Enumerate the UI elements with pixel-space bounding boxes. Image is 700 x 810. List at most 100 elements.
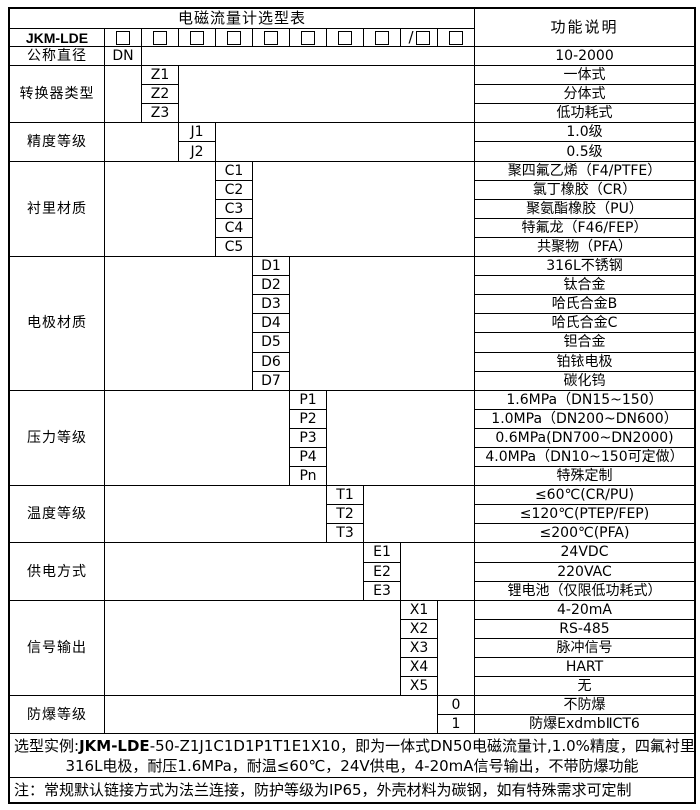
table-title: 电磁流量计选型表	[10, 9, 475, 29]
empty-cell	[142, 47, 475, 67]
empty-cell	[105, 696, 438, 735]
example-prefix: 选型实例:	[14, 736, 80, 755]
option-description: 1.0级	[475, 123, 694, 143]
empty-cell	[438, 600, 475, 697]
model-checkbox-cell[interactable]	[105, 29, 142, 47]
model-checkbox-cell[interactable]	[179, 29, 216, 47]
empty-cell	[105, 486, 327, 544]
option-code: P3	[290, 428, 327, 448]
option-description: ≤120℃(PTEP/FEP)	[475, 505, 694, 525]
model-checkbox-cell[interactable]	[327, 29, 364, 47]
option-code: P4	[290, 447, 327, 468]
model-checkbox-cell[interactable]	[438, 29, 475, 47]
option-code: T3	[327, 524, 364, 544]
option-description: 220VAC	[475, 563, 694, 582]
checkbox-icon[interactable]	[415, 30, 430, 45]
option-description: 哈氏合金B	[475, 295, 694, 315]
option-description: 钛合金	[475, 276, 694, 296]
option-description: 防爆ExdmbⅡCT6	[475, 715, 694, 735]
checkbox-icon[interactable]	[338, 30, 352, 45]
option-code: X4	[401, 658, 438, 678]
section-label: 精度等级	[10, 123, 105, 162]
empty-cell	[364, 486, 475, 544]
checkbox-icon[interactable]	[116, 30, 130, 45]
section-label: 压力等级	[10, 390, 105, 487]
checkbox-icon[interactable]	[190, 30, 204, 45]
option-description: 铂铱电极	[475, 353, 694, 372]
option-code: J2	[179, 142, 216, 162]
option-description: 锂电池（仅限低功耗式）	[475, 582, 694, 601]
checkbox-icon[interactable]	[264, 30, 278, 45]
option-code: D3	[253, 295, 290, 315]
empty-cell	[105, 161, 216, 258]
option-code: E3	[364, 581, 401, 601]
model-checkbox-cell[interactable]	[364, 29, 401, 47]
option-code: X2	[401, 619, 438, 639]
empty-cell	[290, 257, 475, 391]
option-code: T1	[327, 486, 364, 506]
section-label: 转换器类型	[10, 66, 105, 124]
option-code: 0	[438, 696, 475, 716]
option-code: Z2	[142, 85, 179, 105]
empty-cell	[216, 123, 475, 162]
model-checkbox-cell[interactable]	[253, 29, 290, 47]
section-label: 温度等级	[10, 486, 105, 544]
checkbox-icon[interactable]	[153, 30, 167, 45]
option-code: D7	[253, 371, 290, 391]
option-code: P1	[290, 390, 327, 410]
option-description: 聚氨酯橡胶（PU）	[475, 200, 694, 219]
option-code: D1	[253, 257, 290, 277]
option-code: E2	[364, 562, 401, 582]
option-description: 聚四氟乙烯（F4/PTFE）	[475, 162, 694, 181]
option-description: 4-20mA	[475, 601, 694, 620]
example-rest: -50-Z1J1C1D1P1T1E1X10，即为一体式DN50电磁流量计,1.0…	[149, 736, 694, 755]
option-code: C5	[216, 237, 253, 258]
option-description: 0.6MPa(DN700~DN2000)	[475, 429, 694, 448]
checkbox-icon[interactable]	[227, 30, 241, 45]
option-description: 24VDC	[475, 543, 694, 563]
footnote: 注：常规默认链接方式为法兰连接，防护等级为IP65，外壳材料为碳钢，如有特殊需求…	[14, 780, 632, 799]
section-label: 公称直径	[10, 47, 105, 67]
section-label: 防爆等级	[10, 696, 105, 735]
section-label: 衬里材质	[10, 161, 105, 258]
model-code-label: JKM-LDE	[10, 29, 105, 47]
model-checkbox-cell[interactable]	[216, 29, 253, 47]
checkbox-icon[interactable]	[301, 30, 315, 45]
option-description: 哈氏合金C	[475, 314, 694, 334]
option-description: 特氟龙（F46/FEP）	[475, 219, 694, 238]
option-code: C2	[216, 180, 253, 200]
empty-cell	[179, 66, 475, 124]
empty-cell	[401, 543, 475, 601]
empty-cell	[327, 390, 475, 487]
option-description: 共聚物（PFA）	[475, 238, 694, 258]
selection-table: 电磁流量计选型表 功能说明 JKM-LDE 选型实例:JKM-LDE-50-Z1…	[8, 7, 696, 805]
option-description: 不防爆	[475, 696, 694, 716]
option-code: Z3	[142, 104, 179, 124]
empty-cell	[105, 600, 401, 697]
model-checkbox-cell[interactable]	[290, 29, 327, 47]
model-checkbox-cell[interactable]	[142, 29, 179, 47]
example-model-bold: JKM-LDE	[79, 736, 150, 755]
section-label: 电极材质	[10, 257, 105, 391]
option-code: J1	[179, 123, 216, 143]
option-code: X5	[401, 677, 438, 697]
checkbox-icon[interactable]	[449, 30, 463, 45]
option-description: RS-485	[475, 620, 694, 639]
option-code: Z1	[142, 66, 179, 86]
option-description: 无	[475, 677, 694, 697]
option-code: C3	[216, 199, 253, 219]
option-description: 1.0MPa（DN200~DN600）	[475, 410, 694, 429]
option-code: D2	[253, 276, 290, 296]
function-column-header: 功能说明	[475, 9, 694, 47]
option-description: 4.0MPa（DN10~150可定做）	[475, 448, 694, 468]
option-description: ≤200℃(PFA)	[475, 524, 694, 544]
option-description: 钽合金	[475, 333, 694, 353]
model-checkbox-cell[interactable]: /	[401, 29, 438, 47]
option-description: ≤60℃(CR/PU)	[475, 486, 694, 506]
empty-cell	[105, 66, 142, 124]
option-description: 分体式	[475, 85, 694, 105]
option-code: D5	[253, 333, 290, 353]
checkbox-icon[interactable]	[375, 30, 389, 45]
option-code: Pn	[290, 467, 327, 487]
option-code: T2	[327, 505, 364, 525]
